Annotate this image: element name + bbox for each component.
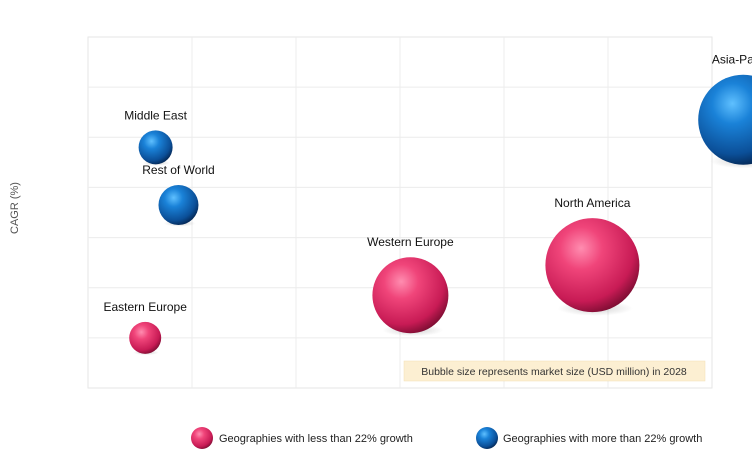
bubbles <box>129 74 752 356</box>
bubble-north-america <box>545 218 640 313</box>
bubble-label-asia-pacific: Asia-Pacific <box>712 53 752 67</box>
legend-label-less: Geographies with less than 22% growth <box>219 433 413 445</box>
size-note-text: Bubble size represents market size (USD … <box>421 366 687 378</box>
y-axis-label: CAGR (%) <box>9 182 21 234</box>
legend-swatch-pink <box>191 427 213 449</box>
bubble-middle-east <box>138 130 173 165</box>
bubble-label-rest-of-world: Rest of World <box>142 163 214 177</box>
size-note-background <box>403 360 706 382</box>
bubble-eastern-europe <box>129 321 162 354</box>
bubble-label-middle-east: Middle East <box>124 108 187 122</box>
bubble-label-western-europe: Western Europe <box>367 235 454 249</box>
bubble-label-eastern-europe: Eastern Europe <box>104 300 188 314</box>
legend-item-less: Geographies with less than 22% growth <box>191 427 413 449</box>
legend-item-more: Geographies with more than 22% growth <box>476 427 702 449</box>
size-note: Bubble size represents market size (USD … <box>403 360 706 382</box>
bubble-western-europe <box>372 257 449 334</box>
bubble-labels: Asia-Pacific Middle East Rest of World West… <box>104 53 752 314</box>
bubble-asia-pacific <box>698 74 752 165</box>
legend-label-more: Geographies with more than 22% growth <box>503 433 702 445</box>
legend: Geographies with less than 22% growth Ge… <box>191 427 702 449</box>
bubble-label-north-america: North America <box>554 196 630 210</box>
legend-swatch-blue <box>476 427 498 449</box>
bubble-rest-of-world <box>158 184 199 225</box>
